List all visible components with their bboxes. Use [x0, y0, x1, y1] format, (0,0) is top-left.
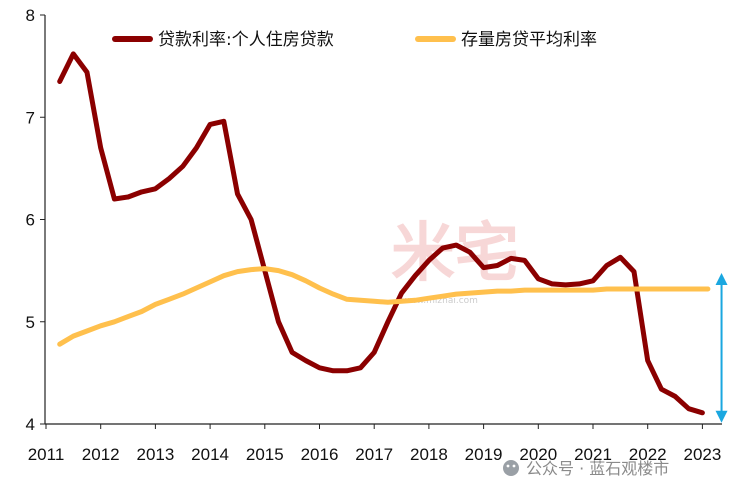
x-tick-label: 2020	[519, 445, 557, 464]
legend: 贷款利率:个人住房贷款 存量房贷平均利率	[112, 30, 597, 50]
gap-arrow-head-down	[715, 410, 728, 423]
y-tick-label: 6	[26, 211, 35, 230]
legend-label-series-2: 存量房贷平均利率	[461, 30, 597, 50]
series-line-2	[57, 266, 711, 347]
x-tick-label: 2015	[246, 445, 284, 464]
x-tick-label: 2014	[191, 445, 229, 464]
x-tick-label: 2019	[465, 445, 503, 464]
legend-label-series-1: 贷款利率:个人住房贷款	[158, 30, 334, 50]
y-tick-label: 7	[26, 108, 35, 127]
wechat-icon-eye-left	[506, 464, 510, 468]
x-tick-label: 2016	[301, 445, 339, 464]
series-group	[57, 51, 711, 416]
footer: 公众号 · 蓝石观楼市	[503, 459, 669, 478]
x-tick-label: 2011	[28, 445, 65, 464]
watermark-subtext: www.mizhai.com	[402, 296, 478, 306]
y-tick-label: 4	[26, 415, 35, 434]
x-tick-label: 2021	[574, 445, 612, 464]
annotations	[715, 273, 728, 423]
axes: 4 5 6 7 8 2011 2012 2013 2014 2015 2016 2017 2018 201…	[26, 6, 722, 464]
x-tick-label: 2012	[82, 445, 120, 464]
gap-arrow-head-up	[715, 273, 728, 286]
x-tick-label: 2023	[683, 445, 721, 464]
x-tick-label: 2018	[410, 445, 448, 464]
x-tick-label: 2022	[629, 445, 667, 464]
wechat-icon	[503, 460, 519, 476]
wechat-icon-eye-right	[512, 464, 516, 468]
x-tick-label: 2017	[355, 445, 393, 464]
footer-text: 公众号 · 蓝石观楼市	[526, 459, 669, 478]
x-tick-label: 2013	[136, 445, 174, 464]
y-tick-label: 8	[26, 6, 35, 25]
series-line-1	[57, 51, 705, 416]
y-tick-label: 5	[26, 313, 35, 332]
